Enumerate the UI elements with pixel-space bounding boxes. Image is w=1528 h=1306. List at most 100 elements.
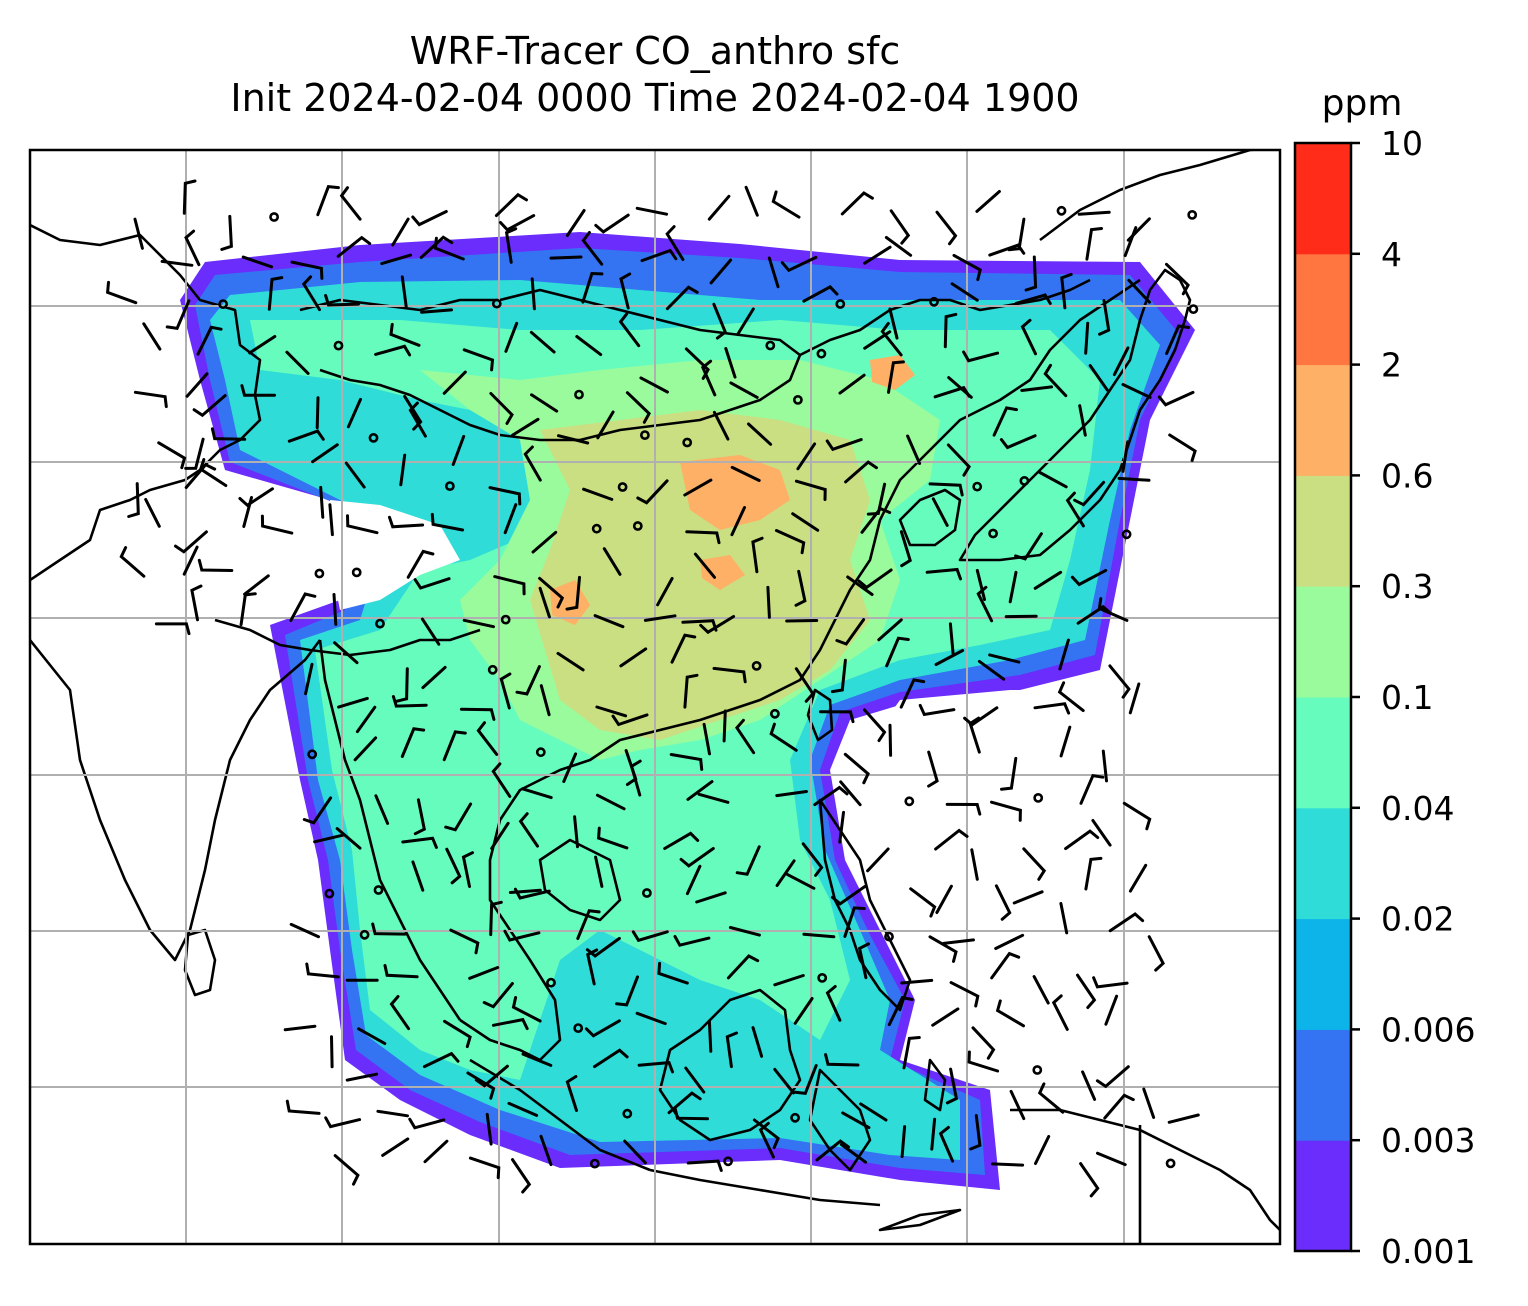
- wind-barb: [210, 427, 247, 441]
- wind-barb: [1101, 749, 1108, 783]
- wind-barb: [880, 321, 903, 357]
- calm-wind-circle: [817, 973, 828, 983]
- wind-barb: [304, 662, 314, 696]
- wind-barb: [1064, 829, 1100, 851]
- wind-barb: [801, 842, 824, 877]
- colorbar-ticks: 0.001 0.003 0.006 0.02 0.04 0.1 0.3 0.6 2 4 10: [1351, 124, 1475, 1271]
- calm-wind-circle: [1033, 793, 1044, 803]
- wind-barb: [988, 243, 1026, 257]
- wind-barb: [184, 229, 201, 267]
- wind-barb: [243, 574, 270, 596]
- calm-wind-circle: [929, 296, 939, 307]
- wind-barb: [330, 1035, 334, 1069]
- wind-barb: [530, 393, 559, 413]
- wind-barb: [728, 926, 761, 937]
- wind-barb: [859, 1102, 888, 1122]
- colorbar-tick-label: 0.6: [1381, 456, 1433, 495]
- wind-barb: [744, 185, 759, 217]
- wind-barb: [413, 798, 426, 836]
- wind-barb: [931, 497, 949, 527]
- wind-barb: [618, 312, 641, 348]
- wind-barb: [947, 376, 973, 399]
- wind-barb: [337, 696, 369, 709]
- calm-wind-circle: [723, 1156, 733, 1167]
- wind-barb: [909, 887, 937, 918]
- wind-barb: [843, 906, 866, 938]
- wind-barb: [1024, 255, 1038, 292]
- wind-barb: [999, 434, 1037, 450]
- wind-barb: [324, 294, 360, 307]
- wind-barb: [461, 851, 474, 888]
- wind-barb: [1128, 863, 1148, 893]
- wind-barb: [287, 429, 325, 443]
- wind-barb: [725, 1031, 738, 1069]
- wind-barb: [793, 1064, 818, 1096]
- wind-barb: [665, 285, 699, 311]
- wind-barb: [339, 186, 362, 221]
- wind-barb: [239, 592, 257, 627]
- wind-barb: [952, 253, 982, 282]
- wind-barb: [831, 885, 867, 906]
- wind-barb: [406, 549, 435, 579]
- wind-barb: [963, 706, 999, 727]
- calm-wind-circle: [546, 977, 556, 988]
- wind-barb: [928, 482, 964, 497]
- map-frame: [28, 148, 1282, 1246]
- wind-barb: [775, 859, 796, 887]
- wind-barb: [946, 443, 971, 477]
- colorbar-segment-8: [1295, 253, 1351, 366]
- colorbar-segment-6: [1295, 475, 1351, 587]
- wind-barb: [549, 255, 583, 260]
- calm-wind-circle: [373, 885, 384, 895]
- colorbar-tick-label: 0.1: [1381, 678, 1433, 717]
- wind-barb: [785, 619, 819, 623]
- wind-barb: [935, 884, 953, 914]
- wind-barb: [565, 575, 581, 611]
- wind-barb: [673, 1107, 709, 1121]
- wind-barb: [493, 575, 526, 596]
- calm-wind-circle: [751, 661, 762, 671]
- calm-wind-circle: [622, 1108, 633, 1119]
- wind-barb: [1081, 1070, 1097, 1101]
- wind-barb: [1108, 664, 1131, 699]
- wind-barb: [557, 434, 590, 445]
- wind-barb: [1000, 756, 1018, 791]
- wind-barb: [888, 723, 893, 757]
- calm-wind-circle: [591, 523, 602, 534]
- wind-barb: [835, 618, 866, 646]
- calm-wind-circle: [574, 389, 584, 400]
- wind-barb: [594, 855, 604, 888]
- calm-wind-circle: [314, 568, 325, 579]
- wind-barb: [324, 1116, 362, 1129]
- wind-barb: [142, 322, 162, 351]
- wind-barb: [887, 995, 914, 1027]
- wind-barb: [401, 836, 438, 849]
- wind-barb: [376, 1109, 409, 1118]
- wind-barb: [182, 545, 199, 576]
- wind-barb: [619, 647, 648, 668]
- wind-barb: [686, 780, 714, 801]
- wind-barb: [449, 928, 480, 955]
- wind-barb: [785, 872, 816, 890]
- wind-barb: [888, 307, 899, 340]
- wind-barb: [311, 443, 339, 464]
- wind-barb: [531, 530, 558, 554]
- colorbar-segment-9: [1295, 143, 1351, 255]
- wind-barb: [482, 982, 514, 1009]
- wind-barb: [902, 1036, 921, 1070]
- calm-wind-circle: [307, 749, 318, 760]
- wind-barb: [988, 653, 1021, 664]
- wind-barb: [1085, 227, 1103, 261]
- wind-barb: [685, 864, 702, 896]
- calm-wind-circle: [535, 747, 546, 758]
- colorbar-segment-7: [1295, 364, 1351, 476]
- wind-barb: [190, 584, 203, 622]
- wind-barb: [503, 503, 518, 535]
- wind-barb: [1033, 702, 1071, 715]
- wind-barb: [285, 1099, 321, 1115]
- wind-barb: [513, 887, 551, 900]
- wind-barb: [747, 422, 773, 446]
- wind-barb: [443, 1019, 472, 1049]
